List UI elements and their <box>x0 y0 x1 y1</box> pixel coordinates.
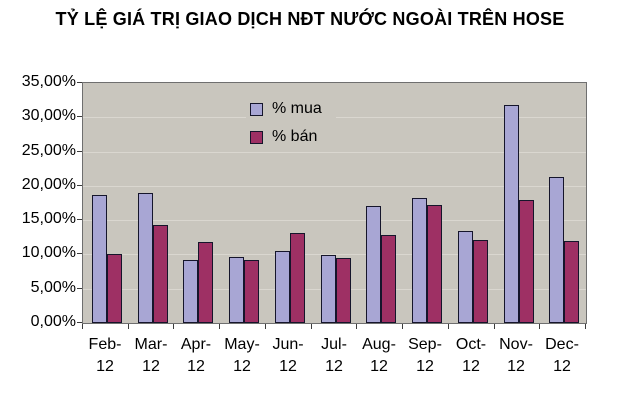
x-tick-label: May- 12 <box>219 334 265 378</box>
bar-ban-Jun-12 <box>290 232 305 323</box>
y-axis-tick <box>77 150 82 152</box>
y-axis-tick <box>77 82 82 83</box>
x-tick-label: Dec- 12 <box>539 334 585 378</box>
bar-mua-Feb-12 <box>92 195 107 323</box>
x-tick-label-month: May- <box>224 336 260 353</box>
bar-ban-Apr-12 <box>198 242 213 323</box>
gridline <box>83 220 586 222</box>
bar-ban-Feb-12 <box>107 253 122 323</box>
y-tick-label: 35,00% <box>21 73 76 90</box>
legend-item-mua: % mua <box>250 101 322 117</box>
x-tick-label: Jun- 12 <box>265 334 311 378</box>
gridline <box>83 151 586 153</box>
x-tick-label-year: 12 <box>142 358 160 375</box>
bar-mua-Sep-12 <box>412 198 427 323</box>
bar-ban-Dec-12 <box>564 241 579 323</box>
x-axis-tick <box>82 324 83 329</box>
bar-ban-Aug-12 <box>381 234 396 323</box>
x-tick-label-year: 12 <box>462 358 480 375</box>
x-axis-tick <box>448 324 449 329</box>
bar-mua-Jul-12 <box>321 255 336 323</box>
bar-ban-Nov-12 <box>519 199 534 323</box>
y-tick-label: 20,00% <box>21 175 76 193</box>
x-axis-tick <box>311 324 312 329</box>
x-tick-label-year: 12 <box>553 358 571 375</box>
bar-mua-Jun-12 <box>275 251 290 323</box>
x-tick-label-year: 12 <box>279 358 297 375</box>
x-axis-tick <box>402 324 403 329</box>
bar-mua-Aug-12 <box>366 206 381 323</box>
x-tick-label-year: 12 <box>233 358 251 375</box>
x-tick-label-month: Feb- <box>88 336 122 353</box>
bar-mua-Apr-12 <box>183 259 198 323</box>
x-tick-label-year: 12 <box>96 358 114 375</box>
y-axis-tick <box>77 219 82 221</box>
x-tick-label-year: 12 <box>416 358 434 375</box>
y-tick-label: 10,00% <box>21 244 76 262</box>
gridline <box>83 254 586 256</box>
x-tick-label: Jul- 12 <box>311 334 357 378</box>
x-tick-label-year: 12 <box>187 358 205 375</box>
bar-mua-Dec-12 <box>549 176 564 323</box>
x-axis-tick <box>173 324 174 329</box>
x-axis-tick <box>539 324 540 329</box>
x-axis-tick <box>585 324 586 329</box>
x-tick-label-month: Jun- <box>272 336 304 353</box>
x-tick-label: Apr- 12 <box>173 334 219 378</box>
x-axis-tick <box>219 324 220 329</box>
x-tick-label: Aug- 12 <box>356 334 402 378</box>
chart-title: TỶ LỆ GIÁ TRỊ GIAO DỊCH NĐT NƯỚC NGOÀI T… <box>55 9 565 29</box>
x-tick-label: Feb- 12 <box>82 334 128 378</box>
bar-ban-May-12 <box>244 259 259 323</box>
bar-mua-Mar-12 <box>138 193 153 323</box>
x-tick-label-year: 12 <box>507 358 525 375</box>
bar-ban-Jul-12 <box>336 257 351 323</box>
plot-area: % mua % bán <box>82 82 587 324</box>
x-tick-label: Mar- 12 <box>128 334 174 378</box>
legend-swatch-mua-icon <box>250 102 263 116</box>
x-tick-label-month: Aug- <box>362 336 396 353</box>
bar-mua-May-12 <box>229 257 244 323</box>
bar-mua-Nov-12 <box>504 104 519 323</box>
gridline <box>83 185 586 187</box>
legend-item-ban: % bán <box>250 129 322 145</box>
y-tick-label: 25,00% <box>21 141 76 159</box>
y-axis-tick <box>77 253 82 255</box>
legend-label-mua: % mua <box>272 100 322 117</box>
legend: % mua % bán <box>246 97 336 149</box>
x-tick-label-month: Sep- <box>408 336 442 353</box>
y-axis-tick <box>77 287 82 289</box>
x-tick-label: Nov- 12 <box>493 334 539 378</box>
y-tick-label: 5,00% <box>30 278 76 296</box>
x-axis-tick <box>128 324 129 329</box>
bar-ban-Oct-12 <box>473 240 488 323</box>
y-axis-tick <box>77 322 82 323</box>
y-tick-label: 30,00% <box>21 107 76 125</box>
x-tick-label: Oct- 12 <box>448 334 494 378</box>
x-axis-tick <box>265 324 266 329</box>
x-axis-tick <box>356 324 357 329</box>
x-tick-label-month: Nov- <box>499 336 533 353</box>
x-tick-label-month: Apr- <box>180 336 212 353</box>
x-tick-label-month: Jul- <box>321 336 347 353</box>
x-tick-label-year: 12 <box>325 358 343 375</box>
legend-swatch-ban-icon <box>250 130 263 144</box>
bar-ban-Mar-12 <box>153 224 168 323</box>
bar-ban-Sep-12 <box>427 205 442 323</box>
x-tick-label-year: 12 <box>370 358 388 375</box>
y-tick-label: 0,00% <box>30 313 76 330</box>
x-tick-label-month: Mar- <box>134 336 168 353</box>
y-axis-tick <box>77 184 82 186</box>
bar-mua-Oct-12 <box>458 231 473 323</box>
y-tick-label: 15,00% <box>21 210 76 228</box>
x-tick-label-month: Oct- <box>455 336 487 353</box>
x-tick-label-month: Dec- <box>545 336 579 353</box>
legend-label-ban: % bán <box>272 128 318 145</box>
x-tick-label: Sep- 12 <box>402 334 448 378</box>
y-axis-tick <box>77 116 82 118</box>
x-axis-tick <box>494 324 495 329</box>
